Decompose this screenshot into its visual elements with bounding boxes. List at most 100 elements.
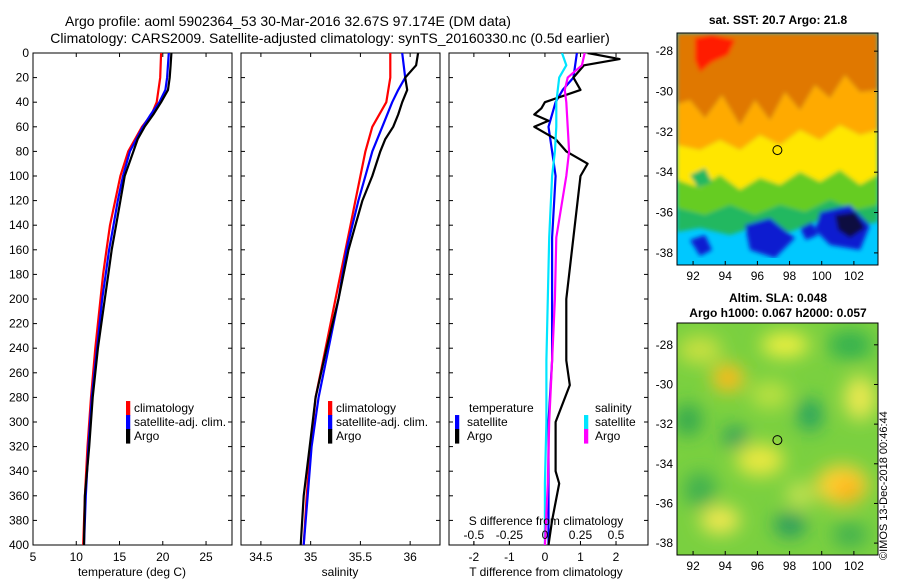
salinity-gridlines: [241, 52, 440, 546]
legend-label-climatology: climatology: [336, 401, 396, 415]
legend-label-temp-argo: Argo: [467, 429, 493, 443]
sst-argo-location-marker: [772, 145, 783, 156]
depth-tick-label: 180: [9, 267, 29, 281]
x-tick-label: 1: [577, 550, 584, 564]
series-line-salinity-argo: [543, 53, 586, 545]
map-x-tick-label: 94: [719, 559, 733, 573]
t-difference-x-axis-label: T difference from climatology: [469, 565, 623, 579]
difference-series: [533, 53, 621, 545]
map-y-tick-label: -34: [656, 457, 674, 471]
depth-tick-label: 380: [9, 513, 29, 527]
temperature-legend: ▌ climatology ▌ satellite-adj. clim. ▌ A…: [126, 401, 226, 444]
depth-tick-label: 260: [9, 366, 29, 380]
temperature-tick-labels: 0 20 40 60 80 100 120 140 160 180 200 220 240 260 280 3…: [9, 46, 213, 564]
legend-title-temperature: temperature: [469, 401, 534, 415]
sla-map-tick-labels: 92 94 96 98 100 102 -28 -30 -32 -34 -36 -38: [656, 338, 878, 573]
map-x-tick-label: 92: [686, 559, 700, 573]
sla-map-title-line2: Argo h1000: 0.067 h2000: 0.057: [689, 306, 867, 320]
depth-tick-label: 40: [16, 95, 30, 109]
map-y-tick-label: -32: [656, 125, 674, 139]
map-x-tick-label: 100: [812, 559, 832, 573]
sst-map-panel: sat. SST: 20.7 Argo: 21.8 9: [656, 13, 879, 283]
legend-marker-satellite: ▌: [126, 415, 135, 430]
map-x-tick-label: 92: [686, 269, 700, 283]
figure-title-line1: Argo profile: aoml 5902364_53 30-Mar-201…: [65, 13, 511, 29]
legend-label-satellite: satellite-adj. clim.: [134, 415, 226, 429]
legend-label-argo: Argo: [134, 429, 160, 443]
sla-map-image: [677, 323, 878, 555]
temperature-series: [82, 53, 173, 545]
sla-argo-location-marker: [772, 435, 783, 446]
map-x-tick-label: 98: [783, 269, 797, 283]
x-tick-label: 20: [156, 550, 170, 564]
x2-tick-label: 0: [542, 528, 549, 542]
series-line-argo: [299, 53, 420, 545]
difference-legend-salinity: salinity ▌ satellite ▌ Argo: [584, 401, 636, 444]
x-tick-label: 5: [30, 550, 37, 564]
salinity-plot-frame: [240, 52, 441, 546]
x-tick-label: -2: [469, 550, 480, 564]
depth-tick-label: 340: [9, 464, 29, 478]
sla-map-panel: Altim. SLA: 0.048 Argo h1000: 0.067 h200…: [656, 291, 879, 573]
depth-tick-label: 60: [16, 120, 30, 134]
salinity-series: [299, 53, 420, 545]
temperature-plot-frame: [32, 52, 233, 546]
legend-marker-argo: ▌: [328, 429, 337, 444]
depth-tick-label: 160: [9, 243, 29, 257]
legend-marker-argo: ▌: [126, 429, 135, 444]
x-tick-label: 34.5: [249, 550, 273, 564]
x2-tick-label: 0.25: [569, 528, 593, 542]
map-y-tick-label: -34: [656, 165, 674, 179]
depth-tick-label: 300: [9, 415, 29, 429]
map-y-tick-label: -36: [656, 496, 674, 510]
sst-map-title: sat. SST: 20.7 Argo: 21.8: [709, 13, 848, 27]
legend-marker-climatology: ▌: [126, 401, 135, 416]
map-y-tick-label: -30: [656, 377, 674, 391]
legend-marker-sal-argo: ▌: [584, 429, 593, 444]
depth-tick-label: 120: [9, 194, 29, 208]
map-y-tick-label: -30: [656, 85, 674, 99]
salinity-panel: 34.5 35 35.5 36 salinity ▌ climatology ▌ sa…: [240, 52, 441, 579]
map-y-tick-label: -36: [656, 206, 674, 220]
legend-label-climatology: climatology: [134, 401, 194, 415]
x-tick-label: 15: [113, 550, 127, 564]
x-tick-label: 2: [613, 550, 620, 564]
difference-panel: -2 -1 0 1 2 -0.5 -0.25 0 0.25 0.5 T difference fr…: [448, 52, 649, 579]
sla-map-frame: [676, 322, 879, 556]
depth-tick-label: 280: [9, 390, 29, 404]
difference-gridlines: [449, 52, 648, 546]
map-x-tick-label: 102: [844, 559, 864, 573]
depth-tick-label: 20: [16, 71, 30, 85]
legend-marker-temp-argo: ▌: [455, 429, 464, 444]
map-x-tick-label: 102: [844, 269, 864, 283]
depth-tick-label: 320: [9, 440, 29, 454]
depth-tick-label: 80: [16, 144, 30, 158]
x-tick-label: 25: [199, 550, 213, 564]
s-difference-x-axis-label: S difference from climatology: [469, 514, 624, 528]
depth-tick-label: 220: [9, 317, 29, 331]
legend-marker-satellite: ▌: [328, 415, 337, 430]
x-tick-label: 36: [403, 550, 417, 564]
sst-map-tick-labels: 92 94 96 98 100 102 -28 -30 -32 -34 -36 -38: [656, 44, 878, 283]
legend-marker-climatology: ▌: [328, 401, 337, 416]
map-y-tick-label: -38: [656, 536, 674, 550]
x2-tick-label: 0.5: [608, 528, 625, 542]
map-y-tick-label: -28: [656, 338, 674, 352]
legend-title-salinity: salinity: [595, 401, 632, 415]
sst-map-frame: [676, 32, 879, 266]
map-x-tick-label: 96: [751, 559, 765, 573]
x-tick-label: 35.5: [349, 550, 373, 564]
series-line-satellite-adj-clim-: [302, 53, 407, 545]
map-y-tick-label: -38: [656, 246, 674, 260]
depth-tick-label: 360: [9, 489, 29, 503]
salinity-tick-labels: 34.5 35 35.5 36: [249, 550, 417, 564]
map-y-tick-label: -32: [656, 417, 674, 431]
legend-label-argo: Argo: [336, 429, 362, 443]
figure-title-line2: Climatology: CARS2009. Satellite-adjuste…: [50, 30, 610, 46]
legend-label-sal-satellite: satellite: [595, 415, 636, 429]
legend-label-satellite: satellite-adj. clim.: [336, 415, 428, 429]
map-x-tick-label: 98: [783, 559, 797, 573]
x-tick-label: 10: [70, 550, 84, 564]
salinity-legend: ▌ climatology ▌ satellite-adj. clim. ▌ A…: [328, 401, 428, 444]
